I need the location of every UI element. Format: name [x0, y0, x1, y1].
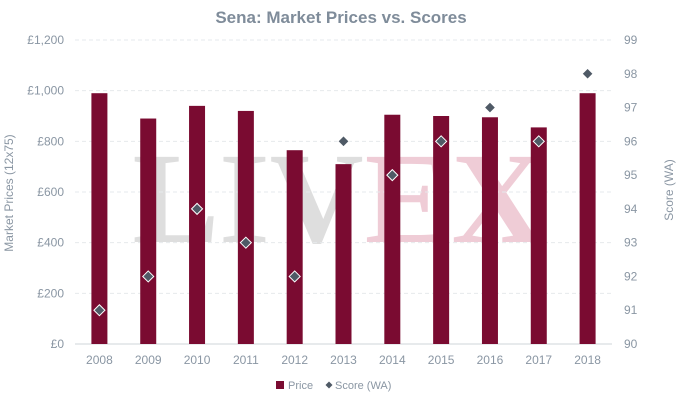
score-marker	[434, 135, 448, 148]
x-tick-label: 2012	[281, 353, 308, 367]
score-markers	[93, 67, 594, 317]
left-tick-label: £600	[37, 185, 64, 199]
chart-title: Sena: Market Prices vs. Scores	[215, 8, 466, 27]
left-tick-label: £800	[37, 134, 64, 148]
left-axis-label: Market Prices (12x75)	[2, 134, 16, 251]
score-marker	[532, 135, 545, 148]
left-tick-label: £400	[37, 236, 64, 250]
legend-price-label: Price	[288, 380, 313, 392]
left-tick-label: £0	[51, 337, 65, 351]
price-bar	[433, 116, 450, 344]
price-bar	[579, 93, 596, 344]
price-bars	[91, 93, 596, 345]
price-bar	[237, 110, 254, 344]
score-marker	[483, 101, 497, 114]
x-tick-label: 2009	[135, 353, 162, 367]
price-bar	[530, 127, 547, 345]
price-bar	[481, 117, 498, 345]
left-tick-label: £1,200	[27, 33, 64, 47]
score-marker	[288, 270, 301, 283]
x-tick-label: 2018	[574, 353, 601, 367]
left-tick-label: £1,000	[27, 84, 64, 98]
score-marker	[190, 202, 204, 216]
x-tick-label: 2013	[330, 353, 357, 367]
price-bar	[140, 118, 157, 345]
right-tick-label: 94	[624, 202, 638, 216]
right-tick-label: 99	[624, 33, 638, 47]
score-marker	[239, 236, 253, 249]
score-marker	[386, 168, 399, 182]
price-bar	[384, 114, 401, 344]
right-tick-label: 97	[624, 101, 638, 115]
legend: Price Score (WA)	[276, 380, 391, 392]
x-tick-label: 2011	[233, 353, 259, 367]
right-tick-label: 90	[624, 337, 638, 351]
legend-price-swatch	[276, 381, 284, 389]
x-tick-label: 2008	[86, 353, 113, 367]
score-marker	[93, 304, 106, 317]
score-marker	[581, 67, 594, 80]
right-axis: 90 91 92 93 94 95 96 97 98 99	[624, 33, 638, 351]
x-tick-label: 2017	[525, 353, 552, 367]
price-bar	[189, 105, 206, 344]
right-tick-label: 93	[624, 236, 638, 250]
right-tick-label: 96	[624, 134, 638, 148]
left-tick-label: £200	[37, 286, 64, 300]
x-tick-label: 2010	[184, 353, 211, 367]
right-tick-label: 98	[624, 67, 638, 81]
x-tick-label: 2014	[379, 353, 406, 367]
score-marker	[142, 270, 155, 283]
price-bar	[91, 93, 108, 344]
left-axis: £0 £200 £400 £600 £800 £1,000 £1,200	[27, 33, 64, 351]
price-bar	[286, 150, 303, 344]
x-tick-label: 2016	[477, 353, 504, 367]
right-axis-label: Score (WA)	[662, 159, 676, 221]
right-tick-label: 91	[624, 303, 638, 317]
right-tick-label: 95	[624, 168, 638, 182]
x-axis: 2008 2009 2010 2011 2012 2013 2014 2015 2016 2017…	[86, 353, 601, 367]
x-tick-label: 2015	[428, 353, 455, 367]
price-bar	[335, 164, 352, 344]
right-tick-label: 92	[624, 269, 638, 283]
score-marker	[337, 135, 350, 148]
legend-score-label: Score (WA)	[335, 380, 391, 392]
legend-score-marker	[325, 381, 333, 389]
